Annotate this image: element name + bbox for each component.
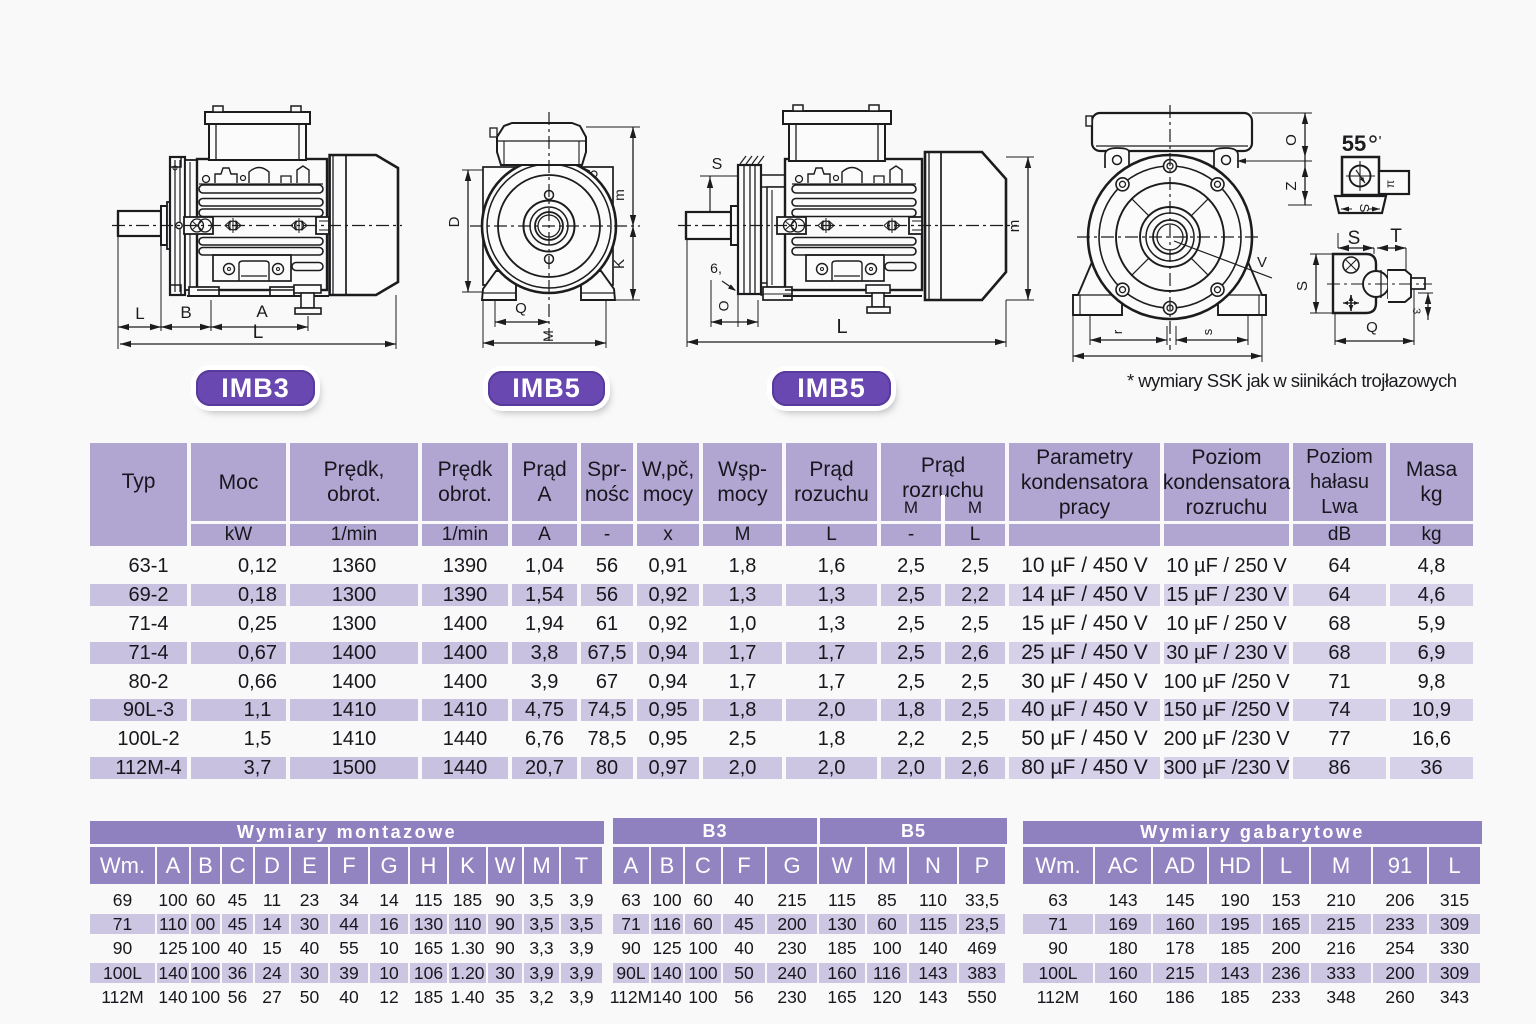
- svg-text:m: m: [611, 189, 627, 201]
- svg-text:S: S: [712, 156, 723, 173]
- svg-text:A: A: [256, 302, 268, 321]
- svg-text:3: 3: [1410, 308, 1422, 314]
- svg-text:': ': [1379, 133, 1382, 150]
- svg-text:L: L: [253, 322, 264, 343]
- svg-text:O: O: [716, 301, 732, 312]
- svg-text:L: L: [836, 316, 847, 338]
- svg-text:6,: 6,: [710, 260, 722, 276]
- svg-text:M: M: [540, 330, 556, 342]
- svg-text:55: 55: [1342, 131, 1366, 156]
- svg-text:s: s: [1200, 328, 1215, 335]
- svg-text:K: K: [611, 259, 628, 269]
- svg-text:O: O: [1283, 134, 1300, 146]
- svg-text:r: r: [1110, 329, 1125, 334]
- svg-text:S: S: [1348, 228, 1361, 249]
- svg-text:B: B: [180, 303, 191, 322]
- svg-text:S: S: [1357, 204, 1372, 213]
- svg-text:T: T: [1390, 226, 1402, 247]
- svg-text:π: π: [1383, 180, 1397, 188]
- svg-text:V: V: [1257, 254, 1267, 271]
- svg-text:L: L: [135, 304, 144, 323]
- svg-text:S: S: [1294, 281, 1311, 291]
- svg-text:Q: Q: [515, 300, 527, 317]
- svg-text:D: D: [446, 216, 463, 227]
- svg-text:Z: Z: [1283, 181, 1300, 190]
- svg-text:Q: Q: [1366, 319, 1378, 336]
